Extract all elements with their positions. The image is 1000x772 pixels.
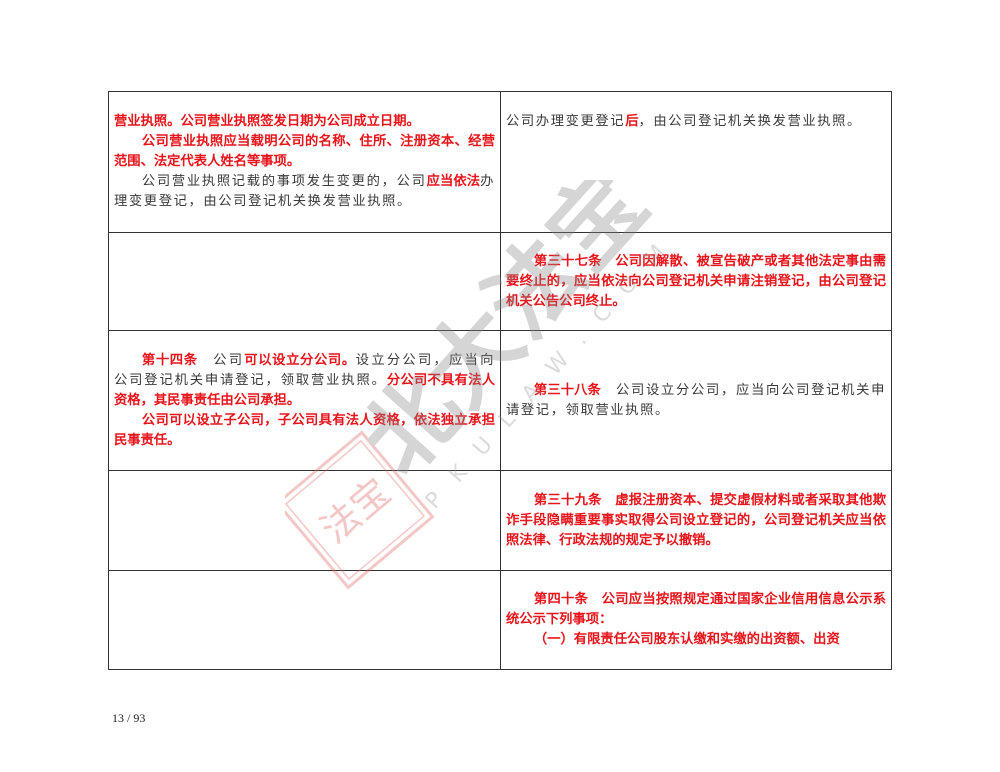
right-cell: 公司办理变更登记后，由公司登记机关换发营业执照。: [500, 91, 892, 233]
left-cell: [108, 232, 501, 331]
text-segment: 办理变更登记，由公司登记机关换发营业执照。: [114, 174, 495, 209]
table-row: 第三十七条 公司因解散、被宣告破产或者其他法定事由需要终止的，应当依法向公司登记…: [108, 232, 892, 331]
paragraph: 第三十七条 公司因解散、被宣告破产或者其他法定事由需要终止的，应当依法向公司登记…: [506, 252, 886, 312]
highlighted-text: 营业执照。公司营业执照签发日期为公司成立日期。: [114, 114, 420, 129]
left-cell: [108, 470, 501, 571]
paragraph: 第十四条 公司可以设立分公司。设立分公司，应当向公司登记机关申请登记，领取营业执…: [114, 351, 495, 411]
text-segment: ，由公司登记机关换发营业执照。: [638, 114, 862, 129]
highlighted-text: 第三十七条 公司因解散、被宣告破产或者其他法定事由需要终止的，应当依法向公司登记…: [506, 253, 886, 309]
highlighted-text: 应当依法: [426, 174, 481, 189]
table-row: 营业执照。公司营业执照签发日期为公司成立日期。公司营业执照应当载明公司的名称、住…: [108, 91, 892, 233]
highlighted-text: 第三十九条 虚报注册资本、提交虚假材料或者采取其他欺诈手段隐瞒重要事实取得公司设…: [506, 492, 886, 548]
paragraph: 公司营业执照记载的事项发生变更的，公司应当依法办理变更登记，由公司登记机关换发营…: [114, 172, 495, 212]
right-cell: 第三十九条 虚报注册资本、提交虚假材料或者采取其他欺诈手段隐瞒重要事实取得公司设…: [500, 470, 892, 571]
paragraph: （一）有限责任公司股东认缴和实缴的出资额、出资: [506, 630, 886, 650]
highlighted-text: 后: [625, 114, 639, 129]
highlighted-text: 可以设立分公司。: [244, 352, 356, 368]
page-number: 13 / 93: [112, 711, 146, 725]
highlighted-text: 公司营业执照应当载明公司的名称、住所、注册资本、经营范围、法定代表人姓名等事项。: [114, 134, 495, 169]
highlighted-text: 第四十条 公司应当按照规定通过国家企业信用信息公示系统公示下列事项：: [506, 592, 886, 627]
text-segment: 设立分公司，应当向公司登记机关申请登记，领取营业执照。: [114, 352, 495, 388]
highlighted-text: （一）有限责任公司股东认缴和实缴的出资额、出资: [533, 632, 840, 647]
paragraph: 公司办理变更登记后，由公司登记机关换发营业执照。: [506, 112, 886, 132]
text-segment: 公司: [197, 352, 245, 368]
text-segment: 公司设立分公司，应当向公司登记机关申请登记，领取营业执照。: [506, 382, 887, 418]
paragraph: 公司营业执照应当载明公司的名称、住所、注册资本、经营范围、法定代表人姓名等事项。: [114, 132, 495, 172]
highlighted-text: 公司可以设立子公司，子公司具有法人资格，依法独立承担民事责任。: [114, 412, 495, 448]
paragraph: 第三十九条 虚报注册资本、提交虚假材料或者采取其他欺诈手段隐瞒重要事实取得公司设…: [506, 491, 886, 551]
text-segment: 公司办理变更登记: [506, 114, 626, 129]
left-cell: [108, 570, 501, 670]
right-cell: 第三十八条 公司设立分公司，应当向公司登记机关申请登记，领取营业执照。: [500, 330, 892, 471]
paragraph: 营业执照。公司营业执照签发日期为公司成立日期。: [114, 112, 495, 132]
table-row: 第十四条 公司可以设立分公司。设立分公司，应当向公司登记机关申请登记，领取营业执…: [108, 330, 892, 471]
right-cell: 第三十七条 公司因解散、被宣告破产或者其他法定事由需要终止的，应当依法向公司登记…: [500, 232, 892, 331]
highlighted-text: 第三十八条: [533, 382, 601, 398]
text-segment: 公司营业执照记载的事项发生变更的，公司: [141, 174, 427, 189]
paragraph: 第四十条 公司应当按照规定通过国家企业信用信息公示系统公示下列事项：: [506, 590, 886, 630]
left-cell: 第十四条 公司可以设立分公司。设立分公司，应当向公司登记机关申请登记，领取营业执…: [108, 330, 501, 471]
table-row: 第四十条 公司应当按照规定通过国家企业信用信息公示系统公示下列事项： （一）有限责…: [108, 570, 892, 670]
paragraph: 第三十八条 公司设立分公司，应当向公司登记机关申请登记，领取营业执照。: [506, 381, 886, 421]
highlighted-text: 分公司不具有法人资格，其民事责任由公司承担。: [114, 372, 495, 408]
comparison-table: 营业执照。公司营业执照签发日期为公司成立日期。公司营业执照应当载明公司的名称、住…: [108, 91, 892, 670]
right-cell: 第四十条 公司应当按照规定通过国家企业信用信息公示系统公示下列事项： （一）有限责…: [500, 570, 892, 670]
table-row: 第三十九条 虚报注册资本、提交虚假材料或者采取其他欺诈手段隐瞒重要事实取得公司设…: [108, 470, 892, 571]
highlighted-text: 第十四条: [141, 352, 198, 368]
left-cell: 营业执照。公司营业执照签发日期为公司成立日期。公司营业执照应当载明公司的名称、住…: [108, 91, 501, 233]
paragraph: 公司可以设立子公司，子公司具有法人资格，依法独立承担民事责任。: [114, 411, 495, 451]
